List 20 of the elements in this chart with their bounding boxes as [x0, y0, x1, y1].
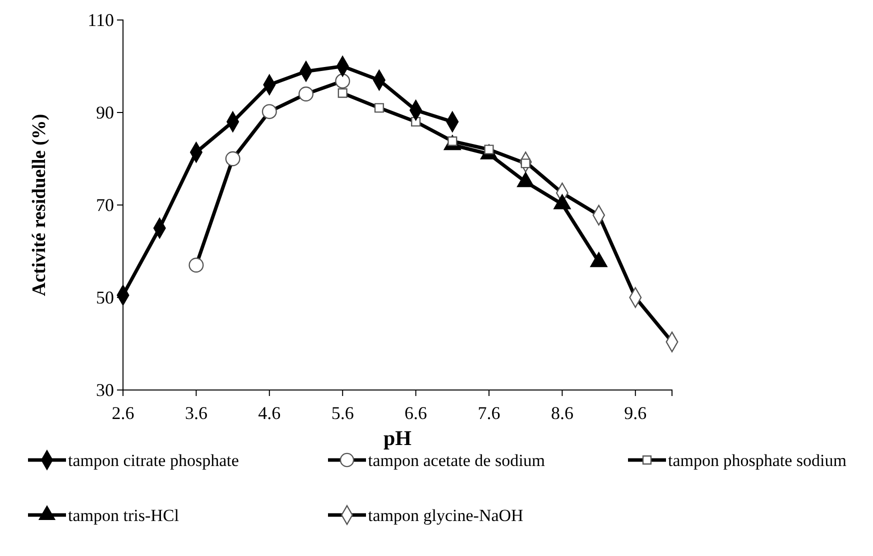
x-tick-label: 2.6	[112, 402, 134, 423]
legend-label: tampon citrate phosphate	[68, 451, 239, 470]
legend-label: tampon glycine-NaOH	[368, 506, 524, 525]
y-axis-title: Activité residuelle (%)	[29, 114, 50, 296]
y-tick-label: 70	[96, 194, 114, 215]
x-tick-label: 8.6	[550, 402, 574, 423]
y-tick-label: 90	[96, 102, 114, 122]
legend-label: tampon acetate de sodium	[368, 451, 546, 470]
x-tick-label: 5.6	[331, 402, 354, 423]
y-tick-label: 30	[96, 380, 114, 400]
x-tick-label: 6.6	[404, 402, 428, 423]
x-tick-label: 3.6	[184, 402, 208, 423]
x-tick-label: 4.6	[258, 402, 281, 423]
y-tick-label: 50	[96, 287, 114, 308]
legend-label: tampon tris-HCl	[68, 506, 180, 525]
x-tick-label: 7.6	[478, 402, 500, 423]
x-tick-label: 9.6	[624, 402, 647, 423]
y-tick-label: 110	[88, 10, 114, 30]
x-axis-title: pH	[383, 426, 412, 450]
legend-label: tampon phosphate sodium	[668, 451, 846, 470]
